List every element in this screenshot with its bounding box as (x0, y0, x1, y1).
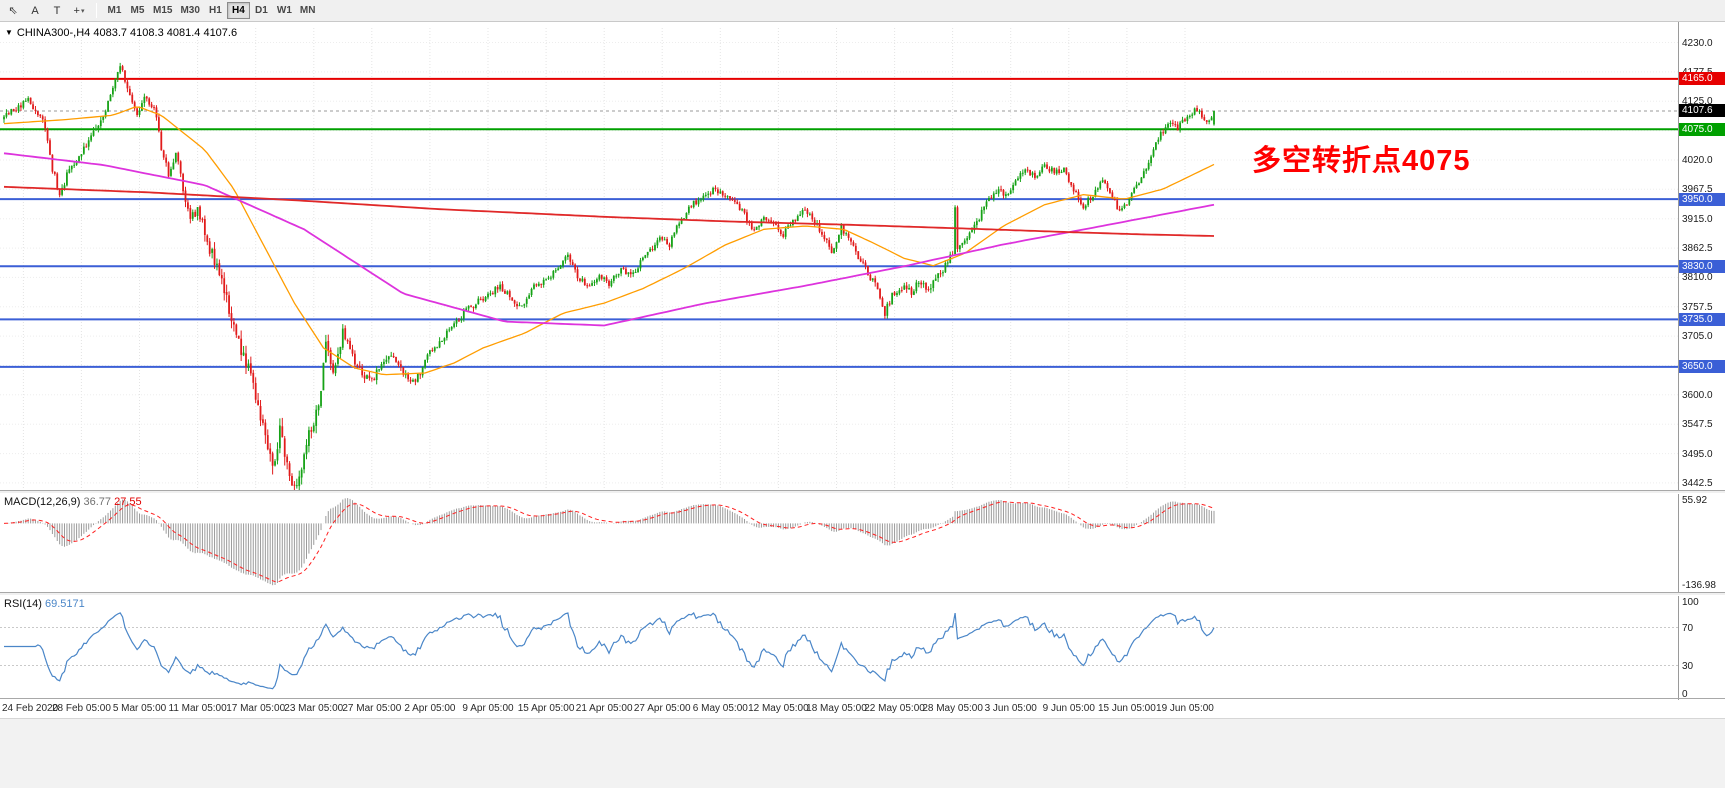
tool-text-box-button[interactable]: T (46, 2, 68, 20)
rsi-value: 69.5171 (44, 598, 85, 610)
level-badge-3950[interactable]: 3950.0 (1679, 192, 1725, 206)
date-axis-label: 21 Apr 05:00 (575, 703, 633, 714)
cursor-icon: ⇖ (8, 5, 18, 17)
price-axis-label: 4125.0 (1682, 96, 1713, 108)
panel-divider-rsi[interactable] (0, 592, 1725, 596)
macd-axis-max: 55.92 (1682, 495, 1708, 506)
date-axis-label: 23 Mar 05:00 (284, 703, 344, 714)
timeframe-h4-button[interactable]: H4 (226, 2, 250, 19)
chart-annotation-text[interactable]: 多空转折点4075 (1252, 145, 1471, 177)
price-axis-label: 3862.5 (1682, 243, 1713, 255)
rsi-axis-label-30: 30 (1682, 660, 1694, 672)
date-axis-label: 27 Apr 05:00 (633, 703, 691, 714)
rsi-name: RSI(14) (4, 598, 42, 610)
price-axis-label: 3547.5 (1682, 419, 1713, 431)
date-axis-label: 17 Mar 05:00 (226, 703, 286, 714)
macd-axis-min: -136.98 (1682, 580, 1716, 592)
text-icon: A (31, 4, 39, 17)
price-axis-label: 3600.0 (1682, 389, 1713, 401)
panel-divider-macd[interactable] (0, 490, 1725, 494)
price-axis-label: 3810.0 (1682, 272, 1713, 284)
chart-title-symbol: CHINA300-,H4 (16, 27, 91, 39)
chart-title: ▼ CHINA300-,H4 4083.7 4108.3 4081.4 4107.… (5, 27, 237, 39)
date-axis-label: 9 Apr 05:00 (462, 703, 514, 714)
date-axis-label: 5 Mar 05:00 (112, 703, 167, 714)
price-axis-label: 4230.0 (1682, 37, 1713, 49)
timeframe-m5-button[interactable]: M5 (130, 5, 145, 16)
level-badge-3735[interactable]: 3735.0 (1679, 312, 1725, 326)
workspace-background (0, 718, 1725, 788)
price-axis-label: 3442.5 (1682, 477, 1713, 489)
time-scale[interactable] (0, 700, 1725, 718)
dropdown-caret-icon: ▾ (80, 7, 85, 15)
date-axis-label: 2 Apr 05:00 (404, 703, 456, 714)
toolbar-separator (96, 3, 97, 18)
macd-value-main: 36.77 (83, 496, 112, 508)
level-badge-4075[interactable]: 4075.0 (1679, 122, 1725, 136)
date-axis-label: 28 May 05:00 (922, 703, 983, 714)
price-axis-label: 3757.5 (1682, 301, 1713, 313)
date-axis-label: 15 Jun 05:00 (1097, 703, 1156, 714)
rsi-axis-label-0: 0 (1682, 689, 1688, 700)
date-axis-label: 19 Jun 05:00 (1156, 703, 1214, 714)
crosshair-icon: + (73, 4, 80, 17)
current-price-badge: 4107.6 (1679, 104, 1725, 118)
tool-cursor-button[interactable]: ⇖ (2, 2, 24, 20)
date-axis-label: 24 Feb 2020 (2, 703, 59, 714)
one-click-trading-icon[interactable]: ▼ (5, 28, 13, 37)
rsi-label: RSI(14) 69.5171 (4, 598, 85, 610)
date-axis-label: 3 Jun 05:00 (984, 703, 1037, 714)
level-badge-3830[interactable]: 3830.0 (1679, 259, 1725, 273)
timeframes-group: M1 M5 M15 M30 H1 H4 D1 W1 MN (103, 2, 319, 19)
date-axis-label: 12 May 05:00 (748, 703, 809, 714)
price-axis-label: 4020.0 (1682, 154, 1713, 166)
date-axis-label: 15 Apr 05:00 (517, 703, 575, 714)
line-studies-group: ⇖ A T + ▾ (2, 2, 90, 20)
timeframe-m30-button[interactable]: M30 (180, 5, 200, 16)
chart-title-ohlc: 4083.7 4108.3 4081.4 4107.6 (93, 27, 238, 39)
date-axis-label: 28 Feb 05:00 (51, 703, 111, 714)
date-axis-label: 22 May 05:00 (864, 703, 925, 714)
date-axis-label: 6 May 05:00 (692, 703, 748, 714)
date-axis-label: 9 Jun 05:00 (1042, 703, 1095, 714)
time-scale-divider (0, 698, 1725, 700)
date-axis-label: 27 Mar 05:00 (342, 703, 402, 714)
level-badge-4165[interactable]: 4165.0 (1679, 72, 1725, 86)
rsi-axis-label-70: 70 (1682, 622, 1694, 634)
price-axis-label: 3915.0 (1682, 213, 1713, 225)
timeframe-m15-button[interactable]: M15 (153, 5, 173, 16)
timeframe-mn-button[interactable]: MN (299, 5, 316, 16)
macd-label: MACD(12,26,9) 36.77 27.55 (4, 496, 142, 508)
text-box-icon: T (53, 4, 61, 17)
macd-value-signal: 27.55 (114, 496, 142, 508)
timeframe-d1-button[interactable]: D1 (255, 5, 268, 16)
timeframe-h1-button[interactable]: H1 (209, 5, 222, 16)
tool-text-button[interactable]: A (24, 2, 46, 20)
chart-toolbar: ⇖ A T + ▾ M1 M5 M15 M30 H1 H4 D1 W1 MN (0, 0, 1725, 22)
rsi-axis-label-100: 100 (1682, 597, 1699, 608)
tool-crosshair-button[interactable]: + ▾ (68, 2, 90, 20)
price-axis-label: 3967.5 (1682, 184, 1713, 196)
price-axis-label: 3705.0 (1682, 331, 1713, 343)
price-axis-label: 3495.0 (1682, 448, 1713, 460)
timeframe-m1-button[interactable]: M1 (107, 5, 122, 16)
level-badge-3650[interactable]: 3650.0 (1679, 360, 1725, 374)
macd-name: MACD(12,26,9) (4, 496, 81, 508)
date-axis-label: 18 May 05:00 (806, 703, 867, 714)
timeframe-w1-button[interactable]: W1 (276, 5, 292, 16)
date-axis-label: 11 Mar 05:00 (168, 703, 227, 714)
